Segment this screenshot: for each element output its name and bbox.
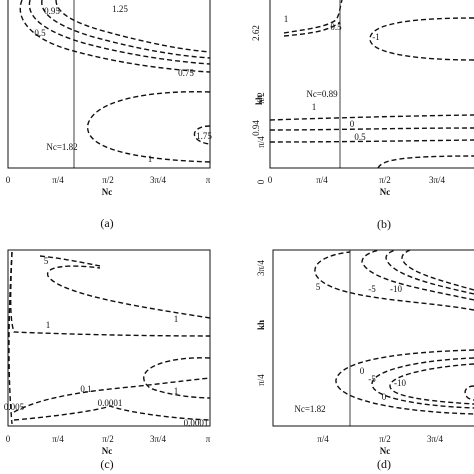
panel-label: (c) [100, 457, 113, 471]
x-tick-label: π/4 [317, 434, 329, 444]
contour-label: 0.5 [330, 22, 342, 32]
contour-label: 1 [312, 102, 317, 112]
contour-label: 1 [174, 314, 179, 324]
x-tick-label: 3π/4 [150, 434, 167, 444]
contour-label: 0.75 [178, 68, 194, 78]
contour-label: 0.0001 [184, 418, 209, 428]
contour-label: 0.1 [80, 384, 91, 394]
contour-label: 0.5 [354, 132, 366, 142]
x-tick-label: π/2 [102, 175, 114, 185]
y-tick-label: 0.94 [251, 120, 261, 136]
y-axis-label: kh [256, 320, 266, 330]
contour-label: 1 [174, 386, 179, 396]
contour-label: 1.25 [112, 4, 128, 14]
x-tick-label: π/4 [52, 434, 64, 444]
panel-label: (a) [100, 216, 113, 230]
x-tick-label: π/4 [52, 175, 64, 185]
contour-label: 0.5 [34, 28, 46, 38]
contour-label: -1 [372, 32, 380, 42]
contour-label: 5 [316, 282, 321, 292]
y-axis-label: kh [254, 95, 264, 105]
y-tick-label: 2.62 [251, 25, 261, 41]
x-axis-label: Nc [380, 446, 391, 456]
panel-label: (d) [377, 457, 391, 471]
critical-label: Nc=1.82 [294, 404, 325, 414]
contour-label: 0 [382, 392, 387, 402]
panel-a-frame [7, 0, 211, 169]
x-tick-label: 3π/4 [150, 175, 167, 185]
x-tick-label: π/4 [316, 175, 328, 185]
contour-label: 0.95 [44, 6, 60, 16]
contour-label: -10 [394, 378, 406, 388]
contour-label: 0.005 [4, 402, 25, 412]
x-tick-label: 3π/4 [427, 434, 444, 444]
x-tick-label: π/2 [102, 434, 114, 444]
x-axis-label: Nc [102, 446, 113, 456]
x-tick-label: 0 [6, 434, 11, 444]
x-tick-label: π [206, 434, 211, 444]
x-tick-label: 0 [6, 175, 11, 185]
y-tick-label: 3π/4 [256, 259, 266, 276]
critical-label: Nc=1.82 [46, 142, 77, 152]
contour-label: 0 [360, 366, 365, 376]
y-tick-label: π/2 [256, 92, 266, 104]
x-tick-label: π/2 [379, 175, 391, 185]
contour-label: -5 [368, 284, 376, 294]
contour-label: 1 [148, 154, 153, 164]
y-tick-label: 0 [256, 179, 266, 184]
x-axis-label: Nc [102, 187, 113, 197]
contour-label: 1 [284, 14, 289, 24]
x-tick-label: 3π/4 [429, 175, 446, 185]
contour-label: 1.75 [196, 131, 212, 141]
y-tick-label: π/4 [256, 374, 266, 386]
contour-label: 1 [46, 320, 51, 330]
x-tick-label: 0 [268, 175, 273, 185]
critical-label: Nc=0.89 [306, 89, 338, 99]
contour-label: -10 [390, 284, 402, 294]
x-tick-label: π/2 [379, 434, 391, 444]
panel-label: (b) [377, 217, 391, 231]
panel-d-frame [272, 249, 474, 427]
panel-b-frame [269, 0, 474, 169]
contour-label: 0.0001 [98, 398, 123, 408]
contour-label: 0 [350, 119, 355, 129]
panel-c-frame [7, 249, 211, 427]
y-tick-label: π/4 [256, 136, 266, 148]
x-tick-label: π [206, 175, 211, 185]
contour-label: 5 [44, 256, 49, 266]
contour-label: -5 [368, 374, 376, 384]
x-axis-label: Nc [380, 187, 391, 197]
